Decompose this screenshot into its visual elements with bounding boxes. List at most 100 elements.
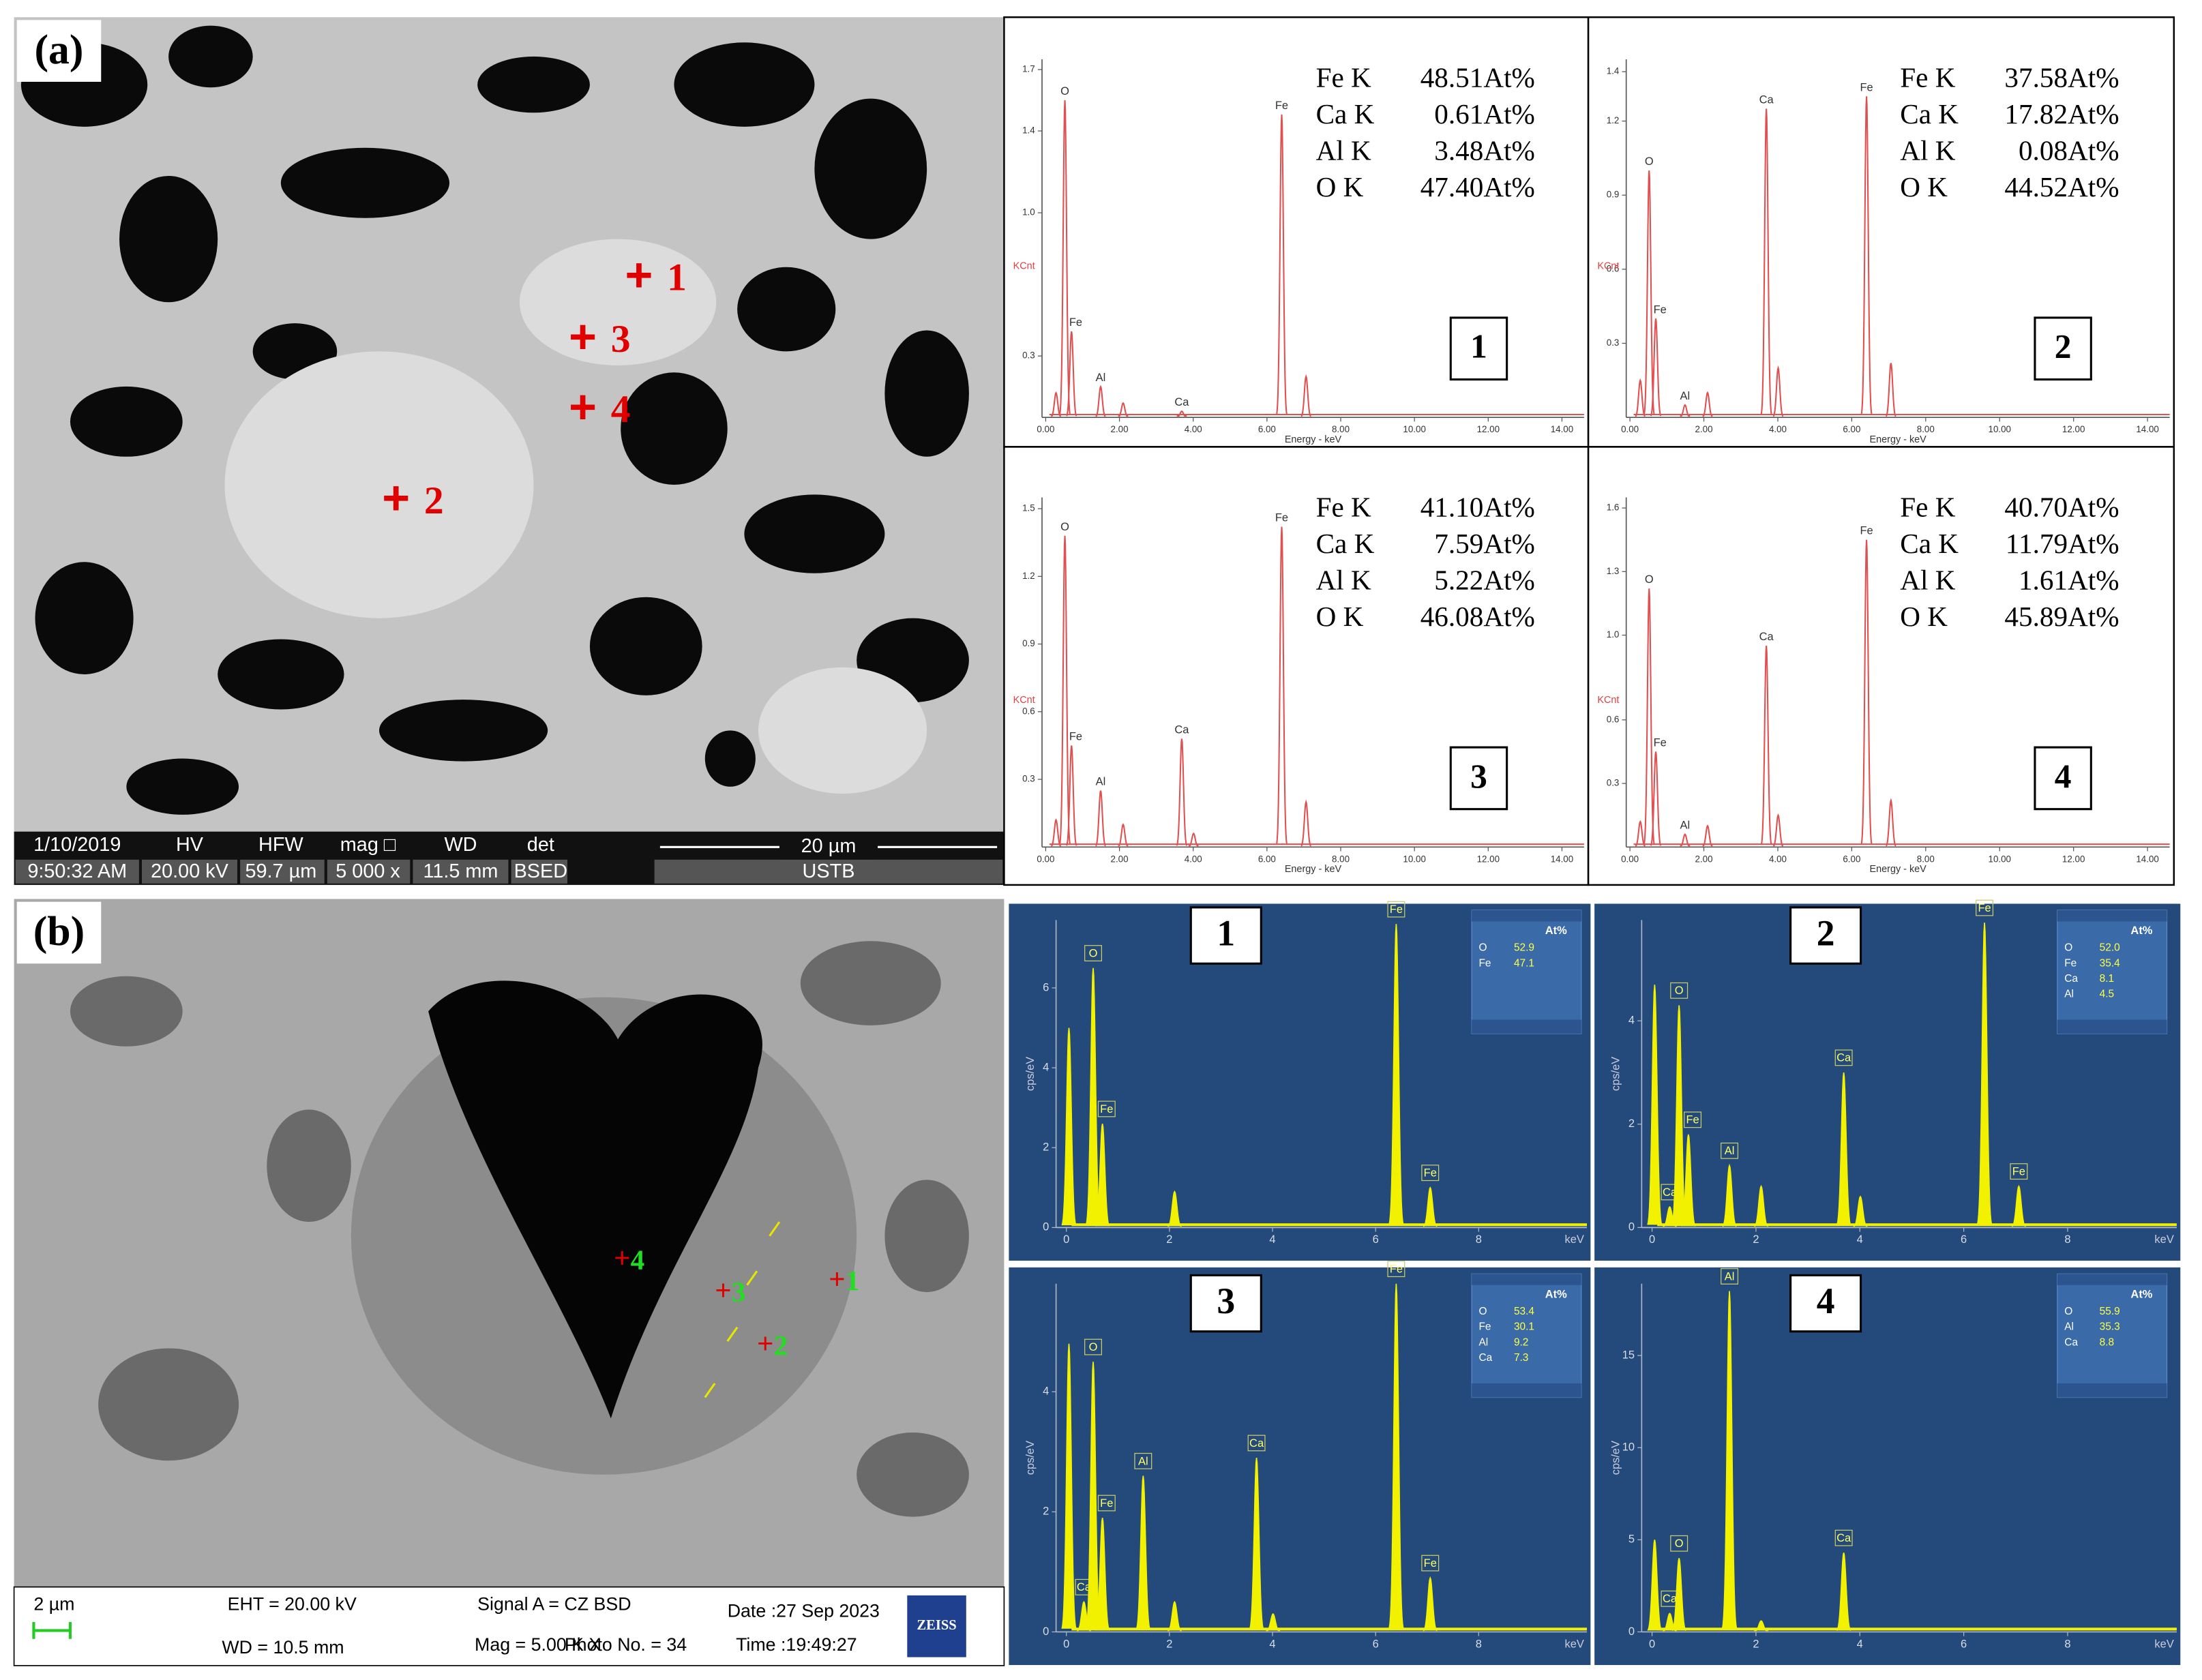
composition-value: 35.3 xyxy=(2100,1321,2120,1333)
peak-label: O xyxy=(1645,155,1654,168)
panel-label: (b) xyxy=(33,908,85,955)
x-tick-label: 8 xyxy=(2064,1233,2070,1246)
x-tick-label: 6.00 xyxy=(1258,424,1276,434)
peak-label-box xyxy=(1976,899,1994,916)
composition-element: Al K xyxy=(1316,565,1371,596)
composition-value: 30.1 xyxy=(1514,1321,1534,1333)
composition-element: Fe xyxy=(1478,1321,1491,1333)
y-tick-label: 1.7 xyxy=(1022,64,1035,74)
composition-element: O K xyxy=(1900,171,1948,202)
composition-box xyxy=(2057,1273,2168,1398)
scale-label: 2 µm xyxy=(33,1593,74,1614)
peak xyxy=(1976,922,1993,1225)
composition-element: Al K xyxy=(1316,134,1371,166)
composition-element: Al K xyxy=(1900,134,1955,166)
composition-value: 0.08At% xyxy=(2019,134,2119,166)
y-tick-label: 0 xyxy=(1628,1221,1635,1233)
peak-label: Ca xyxy=(1759,631,1774,643)
y-tick-label: 15 xyxy=(1622,1349,1635,1361)
x-tick-label: 10.00 xyxy=(1403,854,1425,864)
composition-value: 4.5 xyxy=(2100,989,2114,1000)
panel-label: (a) xyxy=(34,27,83,73)
peak-label: Fe xyxy=(1686,1114,1699,1126)
info-text: EHT = 20.00 kV xyxy=(228,1593,357,1614)
peak xyxy=(1760,646,1772,845)
x-tick-label: 8.00 xyxy=(1917,424,1935,434)
logo-box xyxy=(907,1595,966,1657)
composition-value: 5.22At% xyxy=(1434,565,1535,596)
peak-label: O xyxy=(1089,1341,1098,1353)
composition-element: Ca xyxy=(1478,1352,1492,1364)
spectrum-number-box xyxy=(2034,316,2092,381)
peak xyxy=(1680,1134,1696,1227)
y-tick-label: 0.3 xyxy=(1607,778,1620,788)
info-value: 9:50:32 AM xyxy=(27,860,127,882)
peak-label: Fe xyxy=(1275,100,1288,112)
composition-value: 45.89At% xyxy=(2004,601,2119,632)
peak xyxy=(1886,798,1896,847)
composition-box xyxy=(2057,910,2168,1034)
composition-footer-bar xyxy=(1472,1019,1581,1034)
peak xyxy=(1680,404,1691,417)
peak xyxy=(1300,799,1311,847)
point-cross: + xyxy=(569,380,597,433)
peak-label: Fe xyxy=(2012,1165,2025,1178)
peak xyxy=(1086,967,1101,1225)
y-axis-label: KCnt xyxy=(1013,261,1035,272)
composition-header: At% xyxy=(1545,925,1567,937)
logo: ZEISS xyxy=(917,1618,956,1633)
composition-value: 11.79At% xyxy=(2006,528,2119,559)
x-tick-label: 2 xyxy=(1166,1638,1172,1650)
composition-element: Al xyxy=(2064,989,2074,1000)
peak-label: Fe xyxy=(1275,512,1288,524)
x-tick-label: 4.00 xyxy=(1185,424,1202,434)
x-tick-label: 2.00 xyxy=(1111,424,1129,434)
composition-header-bar xyxy=(2057,1274,2167,1285)
x-axis-label: keV xyxy=(1565,1638,1584,1650)
composition-value: 44.52At% xyxy=(2004,171,2119,202)
x-tick-label: 6.00 xyxy=(1843,854,1860,864)
composition-header-bar xyxy=(1472,910,1581,922)
x-tick-label: 6 xyxy=(1961,1638,1967,1650)
x-tick-label: 2.00 xyxy=(1695,854,1713,864)
x-tick-label: 8 xyxy=(1476,1233,1482,1246)
panel-label-box xyxy=(16,20,102,82)
y-tick-label: 1.3 xyxy=(1607,566,1620,576)
peak xyxy=(1095,790,1106,847)
composition-element: Ca xyxy=(2064,973,2078,985)
peak xyxy=(1423,1186,1438,1227)
info-text: Time :19:49:27 xyxy=(736,1634,857,1655)
x-axis-label: Energy - keV xyxy=(1870,864,1927,875)
y-tick-label: 1.0 xyxy=(1022,207,1035,217)
peak xyxy=(1643,170,1655,415)
info-label: 1/10/2019 xyxy=(33,834,121,856)
peak xyxy=(1388,1283,1404,1628)
x-tick-label: 4 xyxy=(1857,1638,1863,1650)
y-tick-label: 0.3 xyxy=(1022,774,1035,784)
peak xyxy=(1135,1475,1151,1631)
y-tick-label: 6 xyxy=(1043,981,1049,993)
spectrum-number: 4 xyxy=(1817,1280,1835,1321)
y-tick-label: 2 xyxy=(1043,1505,1049,1518)
composition-value: 47.40At% xyxy=(1420,171,1535,202)
peak-label: Fe xyxy=(1069,316,1082,329)
composition-value: 1.61At% xyxy=(2019,565,2119,596)
peak-label: Fe xyxy=(1978,902,1991,914)
composition-value: 41.10At% xyxy=(1420,492,1535,523)
point-label: 2 xyxy=(424,479,444,522)
x-axis-label: Energy - keV xyxy=(1285,434,1342,445)
x-tick-label: 2 xyxy=(1166,1233,1172,1246)
spectrum-number: 1 xyxy=(1217,912,1235,953)
spectrum-number-box xyxy=(1189,1274,1262,1333)
info-value: 59.7 µm xyxy=(245,860,316,882)
peak-label-box xyxy=(1387,901,1405,918)
x-axis-label: Energy - keV xyxy=(1870,434,1927,445)
y-axis-label: cps/eV xyxy=(1024,1057,1037,1091)
y-axis-label: KCnt xyxy=(1013,695,1035,706)
x-tick-label: 0.00 xyxy=(1037,854,1054,864)
y-tick-label: 1.0 xyxy=(1607,629,1620,640)
spectrum-number-box xyxy=(1189,906,1262,965)
composition-element: Fe K xyxy=(1316,492,1371,523)
peak-label: Ca xyxy=(1077,1581,1092,1593)
peak xyxy=(1167,1190,1182,1227)
